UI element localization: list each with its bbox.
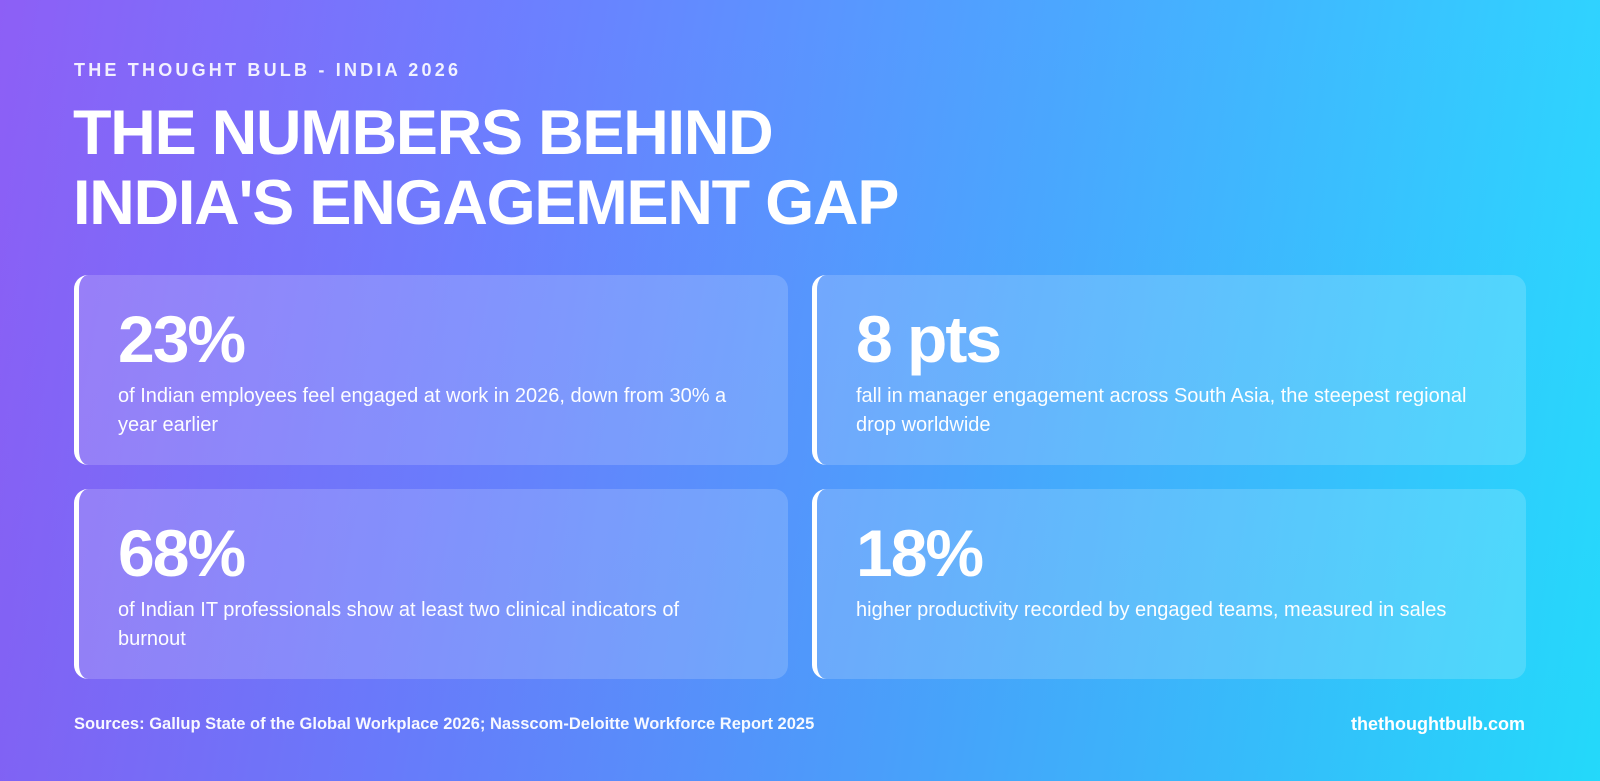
sources-note: Sources: Gallup State of the Global Work… — [74, 715, 815, 733]
website-link[interactable]: thethoughtbulb.com — [1351, 714, 1525, 734]
stat-value: 23% — [118, 302, 246, 376]
stat-card-productivity: 18% higher productivity recorded by enga… — [812, 489, 1526, 679]
page-title: THE NUMBERS BEHIND INDIA'S ENGAGEMENT GA… — [73, 98, 899, 238]
stat-value: 68% — [118, 516, 246, 590]
stat-card-manager-engagement: 8 pts fall in manager engagement across … — [812, 275, 1526, 465]
stat-value: 18% — [856, 516, 984, 590]
stat-description: of Indian employees feel engaged at work… — [118, 385, 727, 436]
stat-value: 8 pts — [856, 302, 1002, 376]
title-line-2: INDIA'S ENGAGEMENT GAP — [73, 168, 899, 238]
stat-description: higher productivity recorded by engaged … — [856, 599, 1447, 621]
stat-card-engaged-employees: 23% of Indian employees feel engaged at … — [74, 275, 788, 465]
stat-description: fall in manager engagement across South … — [856, 385, 1467, 436]
title-line-1: THE NUMBERS BEHIND — [73, 98, 774, 168]
stat-card-burnout: 68% of Indian IT professionals show at l… — [74, 489, 788, 679]
eyebrow-label: THE THOUGHT BULB - INDIA 2026 — [74, 60, 462, 80]
stat-description: of Indian IT professionals show at least… — [118, 599, 680, 650]
